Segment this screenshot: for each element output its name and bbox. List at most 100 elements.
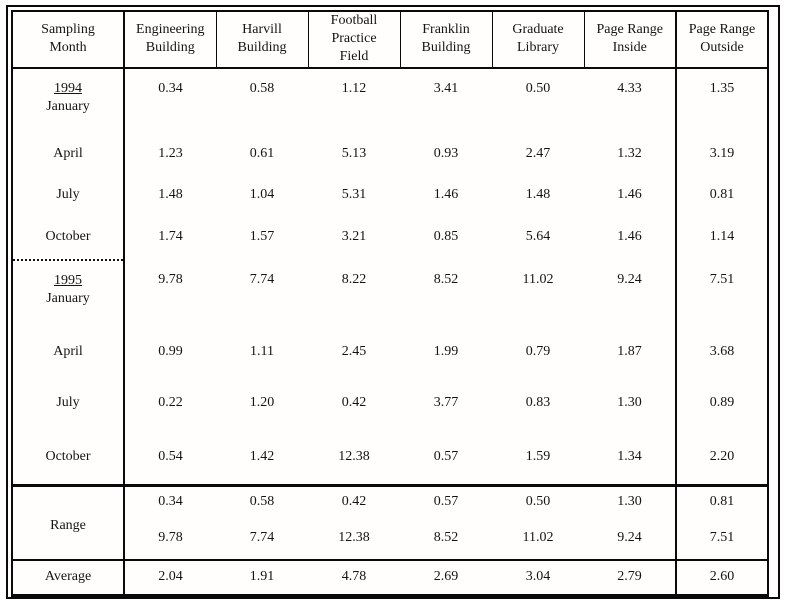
value-cell: 1.14 — [709, 229, 735, 245]
value-cell: 5.13 — [341, 146, 367, 162]
value-cell: 1.91 — [216, 558, 308, 596]
header-line: Building — [421, 40, 471, 56]
value-cell: 1.57 — [249, 229, 275, 245]
value-cell: 0.58 — [249, 80, 275, 96]
value-cell: 1.34 — [584, 429, 677, 486]
value-cell: 0.34 — [158, 80, 183, 96]
value-cell: 2.04 — [124, 558, 216, 596]
value-cell: 12.38 — [338, 529, 370, 545]
header-line: Field — [339, 49, 369, 65]
value-cell: 9.24 — [584, 517, 677, 560]
table-row: April 1.23 0.61 5.13 0.93 2.47 1.32 3.19 — [12, 133, 768, 176]
header-line: Franklin — [422, 22, 470, 38]
value-cell: 1.23 — [158, 146, 183, 162]
row-label-april: April — [12, 133, 125, 176]
header-line: Graduate — [512, 22, 564, 38]
header-line: Library — [517, 40, 559, 56]
value-cell: 2.20 — [709, 448, 735, 464]
value-cell: 9.78 — [158, 529, 183, 545]
table-row: 1995 January 9.78 7.74 8.22 8.52 11.02 9… — [12, 259, 768, 328]
row-label-july: July — [12, 175, 125, 216]
value-cell: 1.46 — [584, 175, 677, 216]
header-line: Football — [330, 13, 378, 28]
value-cell: 0.57 — [400, 484, 492, 518]
row-label-october: October — [12, 429, 125, 486]
value-cell: 11.02 — [522, 271, 554, 287]
col-header-franklin-building: Franklin Building — [400, 11, 493, 69]
value-cell: 0.54 — [158, 448, 183, 464]
value-cell: 0.42 — [341, 395, 367, 411]
table-row: October 1.74 1.57 3.21 0.85 5.64 1.46 1.… — [12, 215, 768, 261]
value-cell: 0.61 — [249, 146, 275, 162]
row-label-1995-january: 1995 January — [12, 259, 125, 328]
row-label-october: October — [12, 215, 125, 261]
value-cell: 1.35 — [709, 80, 735, 96]
value-cell: 0.85 — [433, 229, 459, 245]
header-line: Page Range — [596, 22, 663, 38]
value-cell: 3.41 — [433, 80, 459, 96]
value-cell: 0.89 — [709, 395, 735, 411]
value-cell: 1.48 — [158, 187, 183, 203]
year-label: 1995 — [54, 272, 82, 288]
value-cell: 0.83 — [525, 395, 551, 411]
value-cell: 1.32 — [584, 133, 677, 176]
value-cell: 12.38 — [338, 448, 370, 464]
header-row: Sampling Month Engineering Building Harv… — [12, 11, 768, 69]
value-cell: 1.30 — [584, 484, 677, 518]
value-cell: 0.57 — [433, 448, 459, 464]
value-cell: 7.74 — [249, 529, 275, 545]
row-label-range: Range — [12, 484, 125, 560]
header-line: Practice — [331, 31, 377, 47]
value-cell: 7.74 — [249, 271, 275, 287]
value-cell: 1.11 — [250, 344, 274, 360]
value-cell: 1.87 — [584, 327, 677, 378]
header-line: Building — [237, 40, 287, 56]
value-cell: 2.47 — [525, 146, 551, 162]
value-cell: 1.46 — [433, 187, 459, 203]
value-cell: 8.52 — [433, 529, 459, 545]
sampling-data-table: Sampling Month Engineering Building Harv… — [11, 10, 769, 598]
col-header-page-range-inside: Page Range Inside — [584, 11, 677, 69]
value-cell: 0.99 — [158, 344, 183, 360]
value-cell: 9.78 — [158, 271, 183, 287]
header-line: Outside — [700, 40, 744, 56]
value-cell: 2.60 — [676, 558, 768, 596]
table-row: April 0.99 1.11 2.45 1.99 0.79 1.87 3.68 — [12, 327, 768, 378]
value-cell: 2.79 — [584, 558, 677, 596]
value-cell: 2.45 — [341, 344, 367, 360]
value-cell: 3.21 — [341, 229, 367, 245]
month-label: January — [46, 290, 90, 306]
header-line: Page Range — [688, 22, 756, 38]
value-cell: 5.64 — [525, 229, 551, 245]
value-cell: 1.04 — [249, 187, 275, 203]
value-cell: 0.42 — [308, 484, 400, 518]
value-cell: 0.50 — [492, 484, 584, 518]
col-header-harvill-building: Harvill Building — [216, 11, 309, 69]
value-cell: 3.04 — [492, 558, 584, 596]
header-line: Month — [49, 40, 87, 56]
header-line: Building — [145, 40, 195, 56]
value-cell: 1.42 — [249, 448, 275, 464]
header-line: Engineering — [136, 22, 205, 38]
value-cell: 1.99 — [433, 344, 459, 360]
value-cell: 0.81 — [709, 187, 735, 203]
value-cell: 7.51 — [709, 529, 735, 545]
row-label-july: July — [12, 377, 125, 430]
value-cell: 1.59 — [525, 448, 551, 464]
col-header-football-practice-field: Football Practice Field — [308, 11, 401, 69]
value-cell: 0.81 — [676, 484, 768, 518]
value-cell: 4.78 — [308, 558, 400, 596]
header-line: Inside — [612, 40, 647, 56]
col-header-sampling-month: Sampling Month — [12, 11, 125, 69]
year-label: 1994 — [54, 80, 82, 96]
col-header-page-range-outside: Page Range Outside — [676, 11, 768, 69]
month-label: January — [46, 98, 90, 114]
table-row: October 0.54 1.42 12.38 0.57 1.59 1.34 2… — [12, 429, 768, 486]
value-cell: 0.34 — [124, 484, 216, 518]
row-label-april: April — [12, 327, 125, 378]
value-cell: 8.22 — [341, 271, 367, 287]
value-cell: 1.12 — [341, 80, 367, 96]
value-cell: 11.02 — [522, 529, 554, 545]
value-cell: 1.74 — [158, 229, 183, 245]
col-header-graduate-library: Graduate Library — [492, 11, 585, 69]
